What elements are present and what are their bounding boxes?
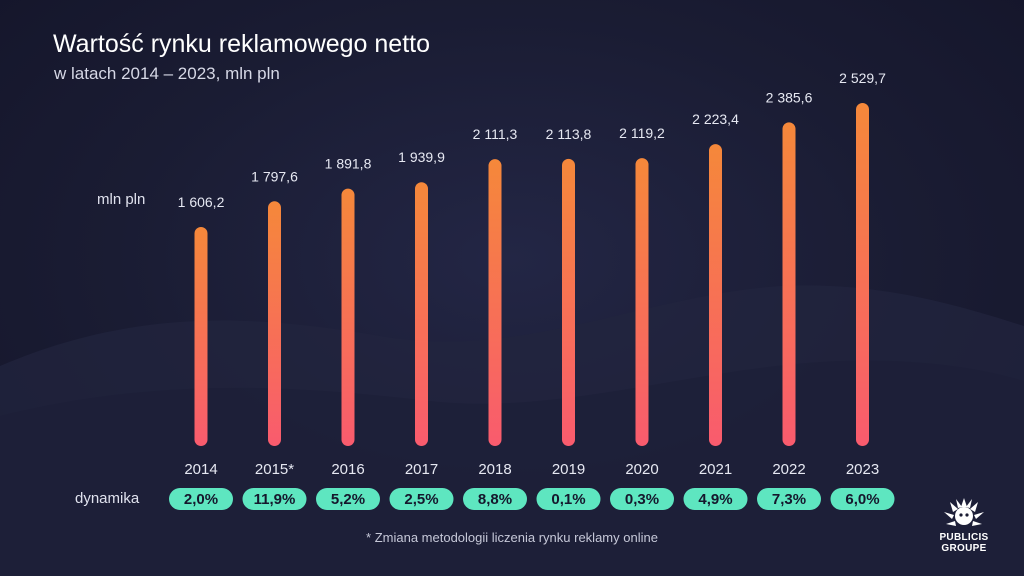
year-label: 2017 (405, 461, 438, 478)
dynamics-pills-group: 2,0% 11,9% 5,2% 2,5% 8,8% 0,1% 0,3% 4,9% 7,3% 6,0… (169, 488, 895, 510)
value-label: 2 111,3 (473, 126, 518, 142)
bar-2018 (488, 159, 502, 446)
year-label: 2015* (255, 461, 294, 478)
dynamics-pill (536, 488, 601, 510)
year-label: 2020 (625, 461, 658, 478)
bar-2019 (562, 158, 575, 447)
bar-2014 (194, 227, 208, 446)
dynamics-pill (830, 488, 895, 510)
bar-2015 (268, 201, 281, 446)
dynamics-value: 6,0% (845, 491, 879, 508)
unit-label: mln pln (97, 191, 146, 208)
value-label: 1 606,2 (178, 194, 225, 210)
dynamics-value: 2,5% (404, 491, 438, 508)
year-label: 2021 (699, 461, 732, 478)
value-label: 2 223,4 (692, 111, 739, 127)
year-label: 2019 (552, 461, 585, 478)
dynamics-pill (683, 488, 748, 510)
bar-2021 (709, 144, 722, 447)
dynamics-value: 5,2% (331, 491, 365, 508)
value-label: 2 529,7 (839, 70, 886, 86)
value-label: 2 113,8 (546, 126, 592, 142)
year-labels-group: 2014 2015* 2016 2017 2018 2019 2020 2021 2022 202… (184, 461, 879, 478)
bar-2020 (635, 158, 649, 446)
value-label: 1 939,9 (398, 149, 445, 165)
bar-2016 (341, 188, 355, 446)
publicis-groupe-logo: PUBLICIS GROUPE (932, 496, 996, 556)
footnote: * Zmiana metodologii liczenia rynku rekl… (366, 530, 658, 545)
year-label: 2016 (331, 461, 364, 478)
value-label: 1 891,8 (325, 156, 372, 172)
lion-emblem-icon (944, 498, 984, 526)
dynamics-pill (463, 488, 527, 510)
dynamics-label: dynamika (75, 490, 140, 507)
chart-title: Wartość rynku reklamowego netto (53, 30, 431, 58)
year-label: 2014 (184, 461, 217, 478)
year-label: 2023 (846, 461, 879, 478)
dynamics-pill (757, 488, 821, 510)
dynamics-pill (389, 488, 454, 510)
value-label: 2 385,6 (766, 89, 813, 105)
bar-2023 (856, 103, 869, 446)
dynamics-value: 2,0% (184, 491, 218, 508)
dynamics-value: 8,8% (478, 491, 512, 508)
bars-group (194, 103, 869, 447)
dynamics-pill (242, 488, 307, 510)
dynamics-value: 0,1% (551, 491, 585, 508)
dynamics-pill (169, 488, 233, 510)
dynamics-pill (610, 488, 674, 510)
chart-subtitle: w latach 2014 – 2023, mln pln (54, 64, 280, 83)
dynamics-value: 0,3% (625, 491, 659, 508)
bar-2017 (415, 182, 428, 447)
year-label: 2018 (478, 461, 511, 478)
dynamics-value: 4,9% (698, 491, 732, 508)
value-label: 1 797,6 (251, 168, 298, 184)
logo-text-line1: PUBLICIS (939, 532, 989, 543)
bar-2022 (782, 122, 796, 446)
dynamics-value: 7,3% (772, 491, 806, 508)
dynamics-pill (316, 488, 380, 510)
value-labels-group: 1 606,2 1 797,6 1 891,8 1 939,9 2 111,3 2 113… (178, 70, 886, 210)
year-label: 2022 (772, 461, 805, 478)
dynamics-value: 11,9% (254, 491, 296, 508)
value-label: 2 119,2 (619, 125, 665, 141)
logo-text-line2: GROUPE (941, 543, 987, 554)
